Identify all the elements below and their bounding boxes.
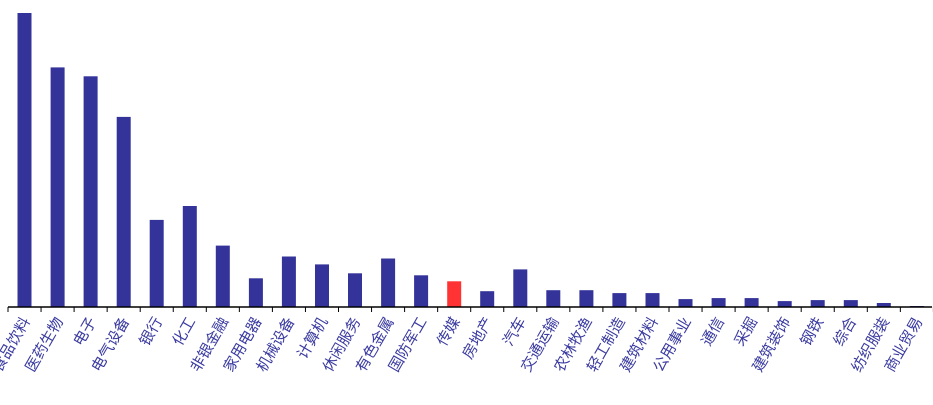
- bar-4: [149, 219, 164, 307]
- bar-20: [678, 299, 693, 307]
- bar-7: [248, 278, 263, 307]
- x-tick-label: 化工: [169, 314, 200, 349]
- bar-25: [843, 300, 858, 307]
- x-tick-label: 综合: [830, 314, 861, 349]
- bar-14: [480, 291, 495, 307]
- bar-12: [414, 275, 429, 307]
- x-tick-label: 银行: [136, 314, 167, 349]
- x-tick-label: 房地产: [459, 314, 497, 362]
- bar-1: [50, 67, 65, 308]
- x-tick-label: 传媒: [433, 314, 464, 349]
- bar-26: [876, 303, 891, 307]
- bar-6: [215, 245, 230, 307]
- bar-24: [810, 300, 825, 307]
- bar-2: [83, 76, 98, 307]
- bar-15: [513, 269, 528, 307]
- bar-13: [447, 281, 462, 307]
- bar-10: [348, 273, 362, 307]
- bar-18: [612, 293, 627, 307]
- x-tick-label: 电子: [69, 314, 100, 349]
- bar-23: [777, 301, 792, 307]
- bar-9: [315, 264, 329, 307]
- bar-5: [182, 206, 197, 307]
- x-tick-label: 汽车: [499, 314, 530, 349]
- bar-17: [579, 290, 594, 307]
- bar-21: [711, 298, 726, 307]
- bar-19: [645, 293, 660, 307]
- x-axis-ticks: [7, 307, 933, 312]
- bar-3: [116, 116, 131, 308]
- bars-group: [17, 13, 924, 308]
- bar-16: [546, 290, 561, 307]
- x-tick-label: 通信: [697, 314, 728, 349]
- bar-8: [281, 256, 296, 307]
- bar-22: [744, 298, 759, 307]
- x-tick-label: 采掘: [730, 314, 761, 349]
- x-tick-label: 钢铁: [797, 314, 828, 349]
- bar-11: [381, 258, 396, 307]
- bar-0: [17, 13, 32, 307]
